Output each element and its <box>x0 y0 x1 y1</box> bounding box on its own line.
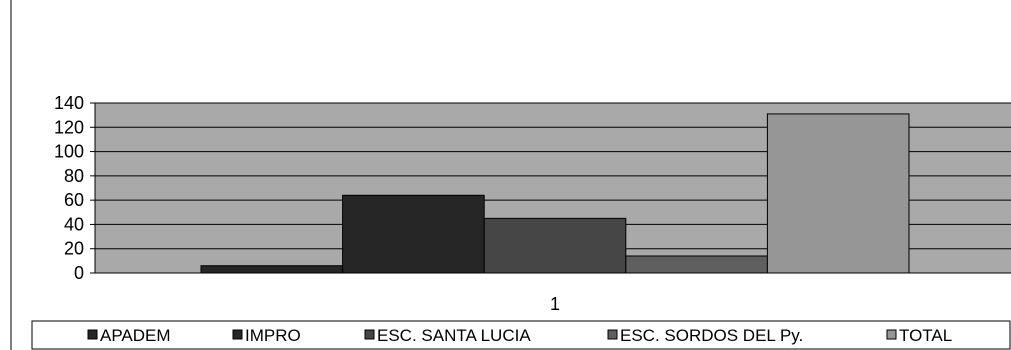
bar-apadem <box>200 265 344 274</box>
y-tick-label: 100 <box>54 142 84 162</box>
legend-label: ESC. SORDOS DEL Py. <box>620 326 803 345</box>
legend-swatch <box>607 329 618 340</box>
legend-swatch <box>364 329 375 340</box>
bar-impro <box>342 194 485 274</box>
legend-swatch <box>886 329 897 340</box>
legend: APADEM IMPRO ESC. SANTA LUCIA ESC. SORDOS D… <box>87 326 952 345</box>
axes <box>94 103 1011 274</box>
legend-swatch <box>232 329 243 340</box>
x-tick-label: 1 <box>550 294 560 314</box>
bar-esc-sordos-del-py <box>625 255 768 274</box>
y-tick-label: 40 <box>64 214 84 234</box>
bars <box>200 113 910 274</box>
bar-total <box>766 113 910 274</box>
legend-label: ESC. SANTA LUCIA <box>377 326 531 345</box>
legend-swatch <box>87 329 98 340</box>
y-axis-tick-labels: 0 20 40 60 80 100 120 140 <box>54 93 95 283</box>
legend-label: APADEM <box>100 326 171 345</box>
y-tick-label: 140 <box>54 93 84 113</box>
y-tick-label: 120 <box>54 117 84 137</box>
legend-box <box>31 320 1011 350</box>
y-tick-label: 0 <box>74 263 84 283</box>
y-tick-label: 60 <box>64 190 84 210</box>
legend-label: IMPRO <box>245 326 301 345</box>
legend-label: TOTAL <box>899 326 952 345</box>
bar-esc-santa-lucia <box>483 217 627 274</box>
y-tick-label: 80 <box>64 166 84 186</box>
y-tick-label: 20 <box>64 239 84 259</box>
